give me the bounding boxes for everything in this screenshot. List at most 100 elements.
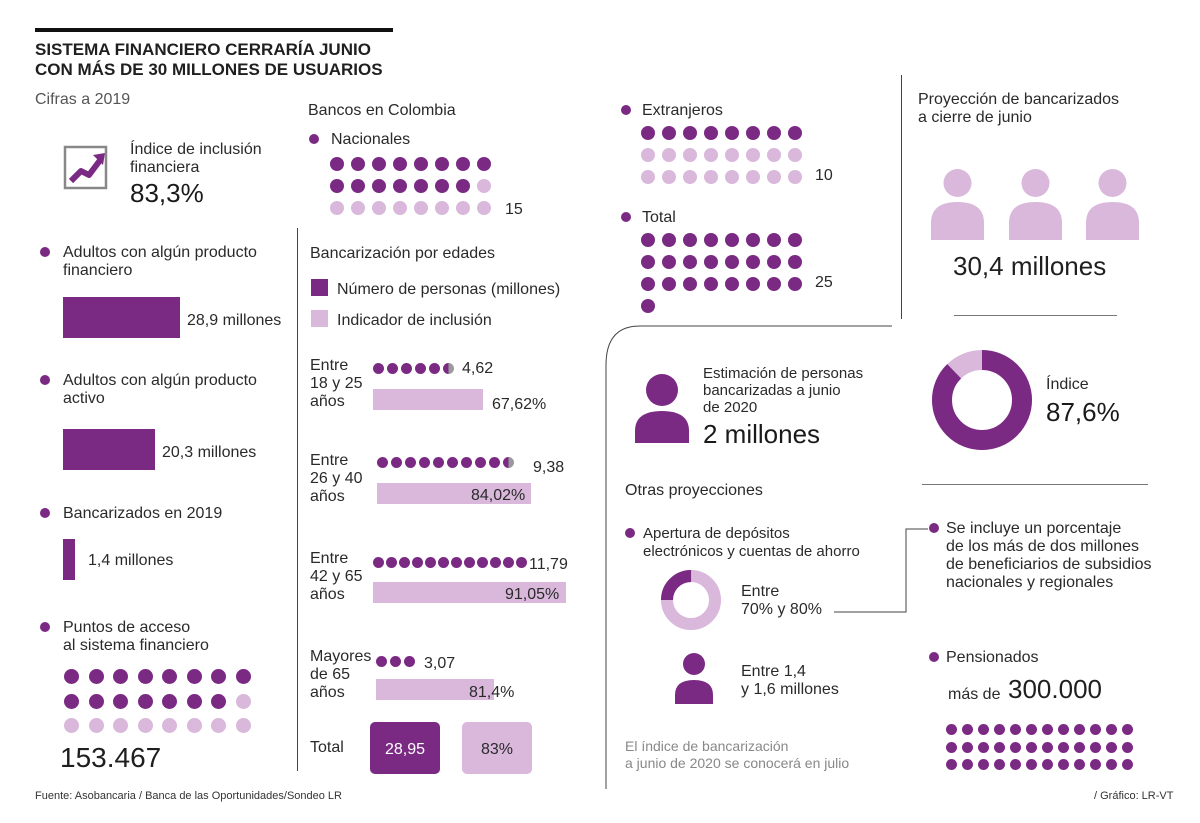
age-group-4-index-bar [376,679,494,700]
bullet-dot [40,247,50,257]
pensioner-dot [962,759,973,770]
pensioner-dot [994,724,1005,735]
access-point-dot [162,693,177,709]
people-dot [489,457,500,468]
people-dot [386,557,397,568]
bank-dot [662,170,676,184]
people-dot [415,363,426,374]
legend-people-swatch [311,279,328,296]
bank-dot [456,157,470,171]
banks-nacionales-label: Nacionales [331,131,411,148]
access-point-dot [211,669,226,684]
people-dot [464,557,475,568]
access-point-dot [137,718,153,733]
access-point-dot [211,693,226,709]
bank-dot [767,255,781,269]
bank-dot [477,157,491,171]
bank-dot [683,233,697,247]
deposits-donut [661,570,721,630]
pensioner-dot [1042,724,1053,735]
people-dot [447,457,458,468]
pensioner-dot [1122,741,1133,753]
people-dot [477,557,488,568]
people-dot [503,457,514,468]
people-dot [443,363,454,374]
subsidies-label-4: nacionales y regionales [946,574,1114,591]
bank-dot [372,157,386,171]
people-dot [516,557,527,568]
bank-dot [662,255,676,269]
bullet-dot [40,508,50,518]
banks-extranjeros-label: Extranjeros [642,102,723,119]
bank-dot [330,201,344,215]
access-point-dot [235,669,251,684]
bank-dot [414,157,428,171]
bank-dot [372,201,386,215]
pensioner-dot [1106,724,1117,735]
pensioner-dot [994,741,1005,753]
access-label-2: al sistema financiero [63,637,209,654]
person-icon [675,653,713,704]
bank-dot [704,255,718,269]
age-group-2-people: 9,38 [533,459,565,476]
bank-dot [393,179,407,193]
bank-dot [477,179,491,193]
page-subtitle: Cifras a 2019 [35,91,131,108]
pensioners-prefix: más de [948,686,1001,703]
projection-index-label: Índice [1046,376,1089,393]
access-point-dot [64,718,79,733]
subsidies-label-2: de los más de dos millones [946,538,1139,555]
pensioner-dot [978,724,989,735]
access-point-dot [88,669,104,684]
age-group-2-index: 84,02% [471,487,526,504]
bancarization-note-2: a junio de 2020 se conocerá en julio [625,755,850,771]
pensioner-dot [1090,741,1101,753]
bank-dot [435,179,449,193]
people-dot [425,557,436,568]
bank-dot [351,157,365,171]
access-point-dot [137,693,153,709]
bank-dot [725,233,739,247]
age-group-3-label-2: 42 y 65 [310,568,363,585]
legend-index-swatch [311,310,328,327]
pensioner-dot [1090,724,1101,735]
pensioner-dot [978,741,989,753]
deposits-label-1: Apertura de depósitos [643,525,790,542]
ages-total-people: 28,95 [384,741,426,758]
people-dot [475,457,486,468]
bank-dot [456,201,470,215]
bank-dot [704,126,718,140]
age-group-3-label-1: Entre [310,550,349,567]
people-dot [405,457,416,468]
pensioner-dot [1026,759,1037,770]
projection-separator-2 [922,484,1148,485]
bank-dot [725,170,739,184]
pensioners-label: Pensionados [946,649,1039,666]
people-dot [503,557,514,568]
pensioner-dot [962,741,973,753]
access-point-dot [88,718,104,733]
pensioner-dot [1058,724,1069,735]
footer-source: Fuente: Asobancaria / Banca de las Oport… [35,790,342,802]
people-dot [373,363,384,374]
ages-total-index-box [462,722,532,774]
ages-total-index: 83% [480,741,514,758]
age-group-3-index: 91,05% [505,586,560,603]
bank-dot [662,148,676,162]
bank-dot [641,255,655,269]
pensioner-dot [1058,741,1069,753]
pensioner-dot [1026,741,1037,753]
bullet-dot [40,622,50,632]
projection-title-2: a cierre de junio [918,109,1032,126]
bank-dot [641,126,655,140]
people-dot [391,457,402,468]
pensioner-dot [1042,759,1053,770]
projection-divider [901,75,902,319]
bank-dot [393,157,407,171]
legend-index-label: Indicador de inclusión [337,312,492,329]
bank-dot [435,201,449,215]
bank-dot [330,179,344,193]
footer-credit: / Gráfico: LR-VT [1094,790,1174,802]
people-dot [438,557,449,568]
bank-dot [767,148,781,162]
